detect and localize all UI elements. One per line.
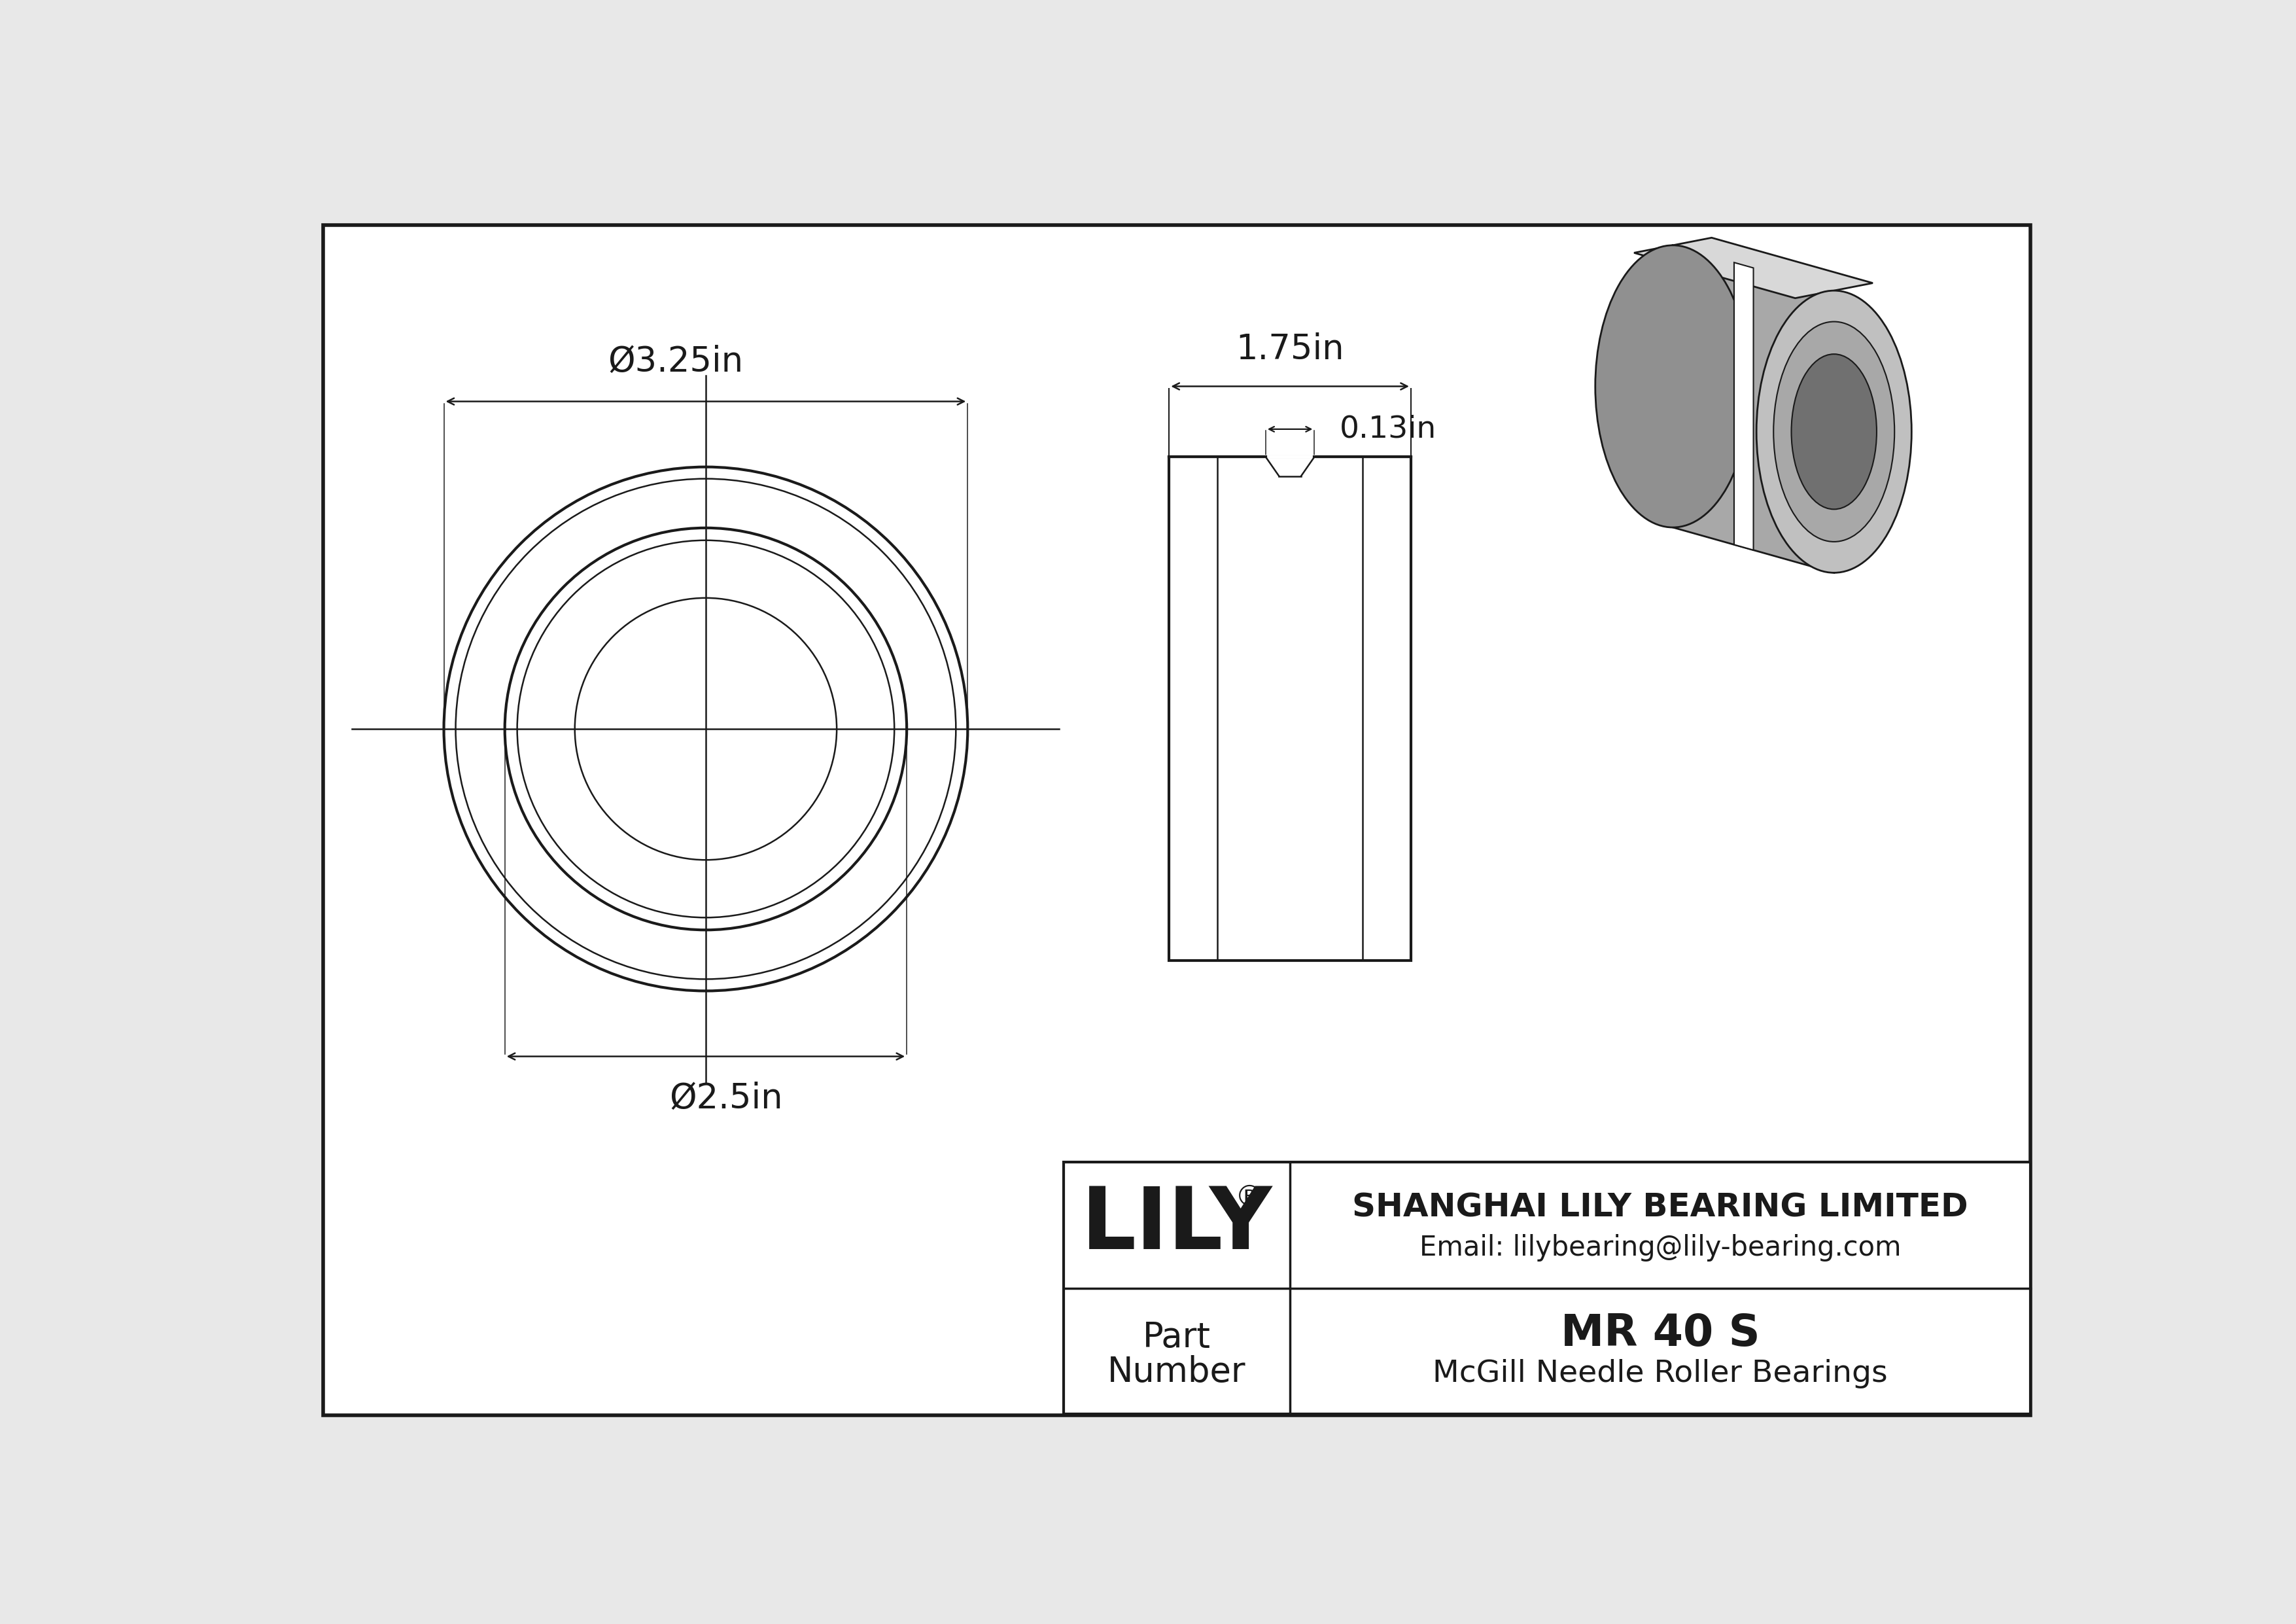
Text: 0.13in: 0.13in [1339, 414, 1437, 443]
Ellipse shape [1773, 322, 1894, 542]
Text: LILY: LILY [1081, 1184, 1272, 1267]
Ellipse shape [1791, 354, 1876, 510]
Text: Email: lilybearing@lily-bearing.com: Email: lilybearing@lily-bearing.com [1419, 1234, 1901, 1262]
Polygon shape [1635, 237, 1874, 299]
Bar [1063, 1163, 2030, 1415]
Text: McGill Needle Roller Bearings: McGill Needle Roller Bearings [1433, 1359, 1887, 1389]
Text: Part: Part [1143, 1320, 1210, 1354]
Text: SHANGHAI LILY BEARING LIMITED: SHANGHAI LILY BEARING LIMITED [1352, 1192, 1968, 1223]
Ellipse shape [1596, 245, 1750, 528]
Text: ®: ® [1235, 1184, 1265, 1212]
Text: Number: Number [1107, 1356, 1247, 1389]
Text: Ø3.25in: Ø3.25in [608, 344, 744, 378]
Polygon shape [1674, 245, 1835, 573]
Polygon shape [1733, 263, 1754, 551]
Text: Ø2.5in: Ø2.5in [668, 1082, 783, 1116]
Ellipse shape [1756, 291, 1913, 573]
Text: 1.75in: 1.75in [1235, 333, 1343, 365]
Bar [1169, 456, 1412, 961]
Text: MR 40 S: MR 40 S [1561, 1312, 1759, 1354]
